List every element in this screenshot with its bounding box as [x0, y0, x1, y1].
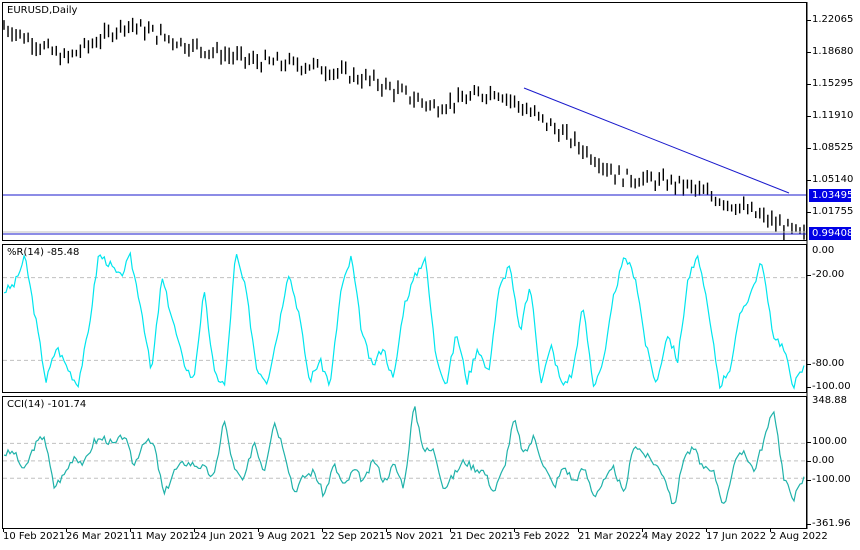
y-tick	[807, 148, 811, 149]
x-tick	[386, 528, 387, 532]
x-tick	[322, 528, 323, 532]
time-axis-label: 17 Jun 2022	[706, 531, 767, 542]
price-axis-label: 1.15295	[812, 78, 854, 89]
time-axis-label: 4 May 2022	[642, 531, 701, 542]
time-axis-label: 9 Aug 2021	[258, 531, 316, 542]
x-tick	[642, 528, 643, 532]
y-tick	[807, 480, 811, 481]
cci-indicator-label: CCI(14) -101.74	[7, 399, 87, 410]
time-axis-label: 5 Nov 2021	[386, 531, 444, 542]
price-axis-label: 1.08525	[812, 142, 854, 153]
time-axis-label: 11 May 2021	[130, 531, 196, 542]
time-axis-label: 21 Dec 2021	[450, 531, 514, 542]
time-axis-label: 22 Sep 2021	[322, 531, 386, 542]
wpr-axis-label: -20.00	[812, 269, 845, 280]
y-tick	[807, 461, 811, 462]
bid-price-badge: 0.99408	[809, 227, 853, 240]
price-axis-label: 1.01755	[812, 206, 854, 217]
y-tick	[807, 364, 811, 365]
y-tick	[807, 180, 811, 181]
cci-axis-label: 100.00	[812, 436, 847, 447]
time-axis-label: 26 Mar 2021	[66, 531, 130, 542]
wpr-axis-label: 0.00	[812, 245, 835, 256]
x-tick	[3, 528, 4, 532]
x-tick	[578, 528, 579, 532]
cci-axis-label: -361.96	[812, 518, 851, 529]
x-tick	[450, 528, 451, 532]
price-axis-label: 1.05140	[812, 174, 854, 185]
price-axis-label: 1.18680	[812, 46, 854, 57]
y-tick	[807, 212, 811, 213]
time-axis-label: 3 Feb 2022	[514, 531, 570, 542]
cci-axis-label: 0.00	[812, 455, 835, 466]
y-tick	[807, 20, 811, 21]
symbol-timeframe-label: EURUSD,Daily	[7, 5, 78, 16]
wpr-axis-label: -100.00	[812, 381, 851, 392]
x-tick	[66, 528, 67, 532]
cci-axis-label: -100.00	[812, 474, 851, 485]
y-tick	[807, 52, 811, 53]
wpr-axis-label: -80.00	[812, 358, 845, 369]
williams-r-pane[interactable]: %R(14) -85.48	[2, 244, 807, 393]
time-axis-label: 2 Aug 2022	[770, 531, 828, 542]
y-tick	[807, 387, 811, 388]
y-tick	[807, 275, 811, 276]
x-tick	[514, 528, 515, 532]
x-tick	[258, 528, 259, 532]
wpr-indicator-label: %R(14) -85.48	[7, 247, 80, 258]
y-tick	[807, 84, 811, 85]
time-axis-label: 10 Feb 2021	[3, 531, 66, 542]
y-tick	[807, 442, 811, 443]
price-chart-pane[interactable]: EURUSD,Daily	[2, 2, 807, 241]
y-tick	[807, 116, 811, 117]
time-axis-label: 21 Mar 2022	[578, 531, 642, 542]
price-axis-label: 1.11910	[812, 110, 854, 121]
cci-pane[interactable]: CCI(14) -101.74	[2, 396, 807, 529]
x-tick	[706, 528, 707, 532]
x-tick	[770, 528, 771, 532]
price-axis-label: 1.22065	[812, 14, 854, 25]
x-tick	[194, 528, 195, 532]
cci-axis-label: 348.88	[812, 395, 847, 406]
time-axis-label: 24 Jun 2021	[194, 531, 255, 542]
x-tick	[130, 528, 131, 532]
hline-price-badge: 1.03495	[809, 189, 853, 202]
y-tick	[807, 524, 811, 525]
